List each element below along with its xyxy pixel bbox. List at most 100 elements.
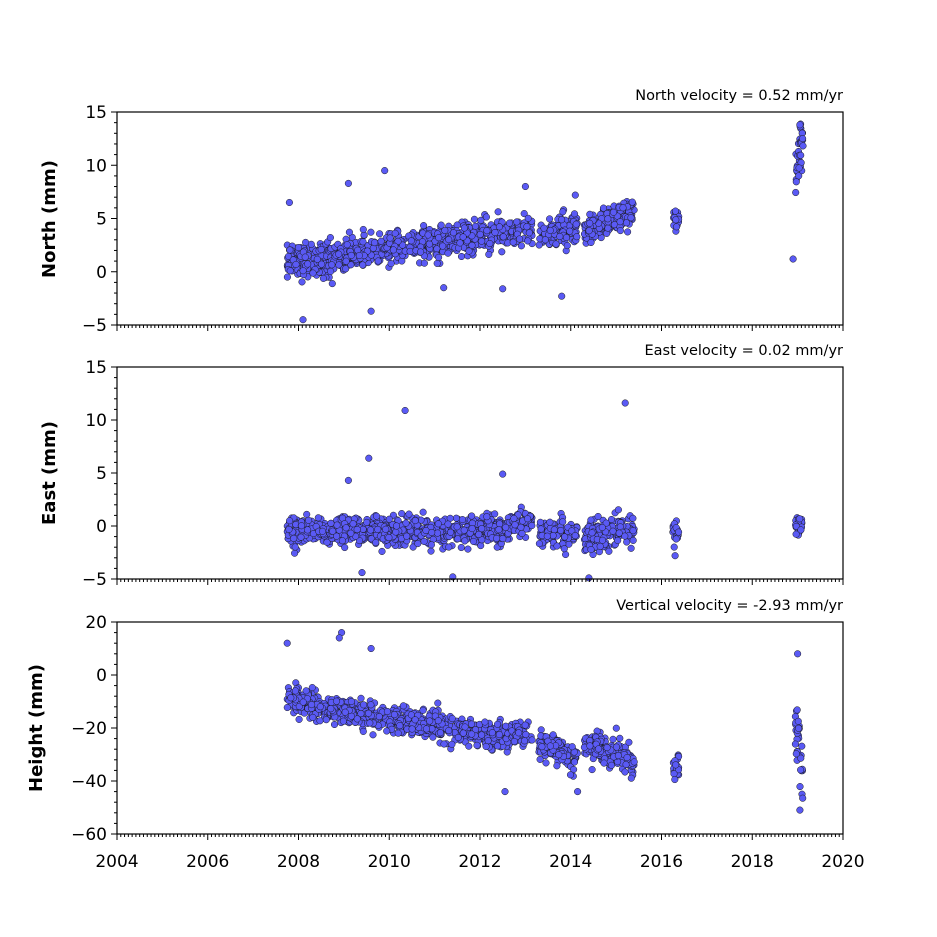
data-point (342, 524, 350, 532)
data-point (283, 273, 291, 281)
data-point (309, 713, 317, 721)
data-point (369, 731, 377, 739)
data-point (468, 512, 476, 520)
data-point (502, 722, 510, 730)
data-point (317, 245, 325, 254)
x-tick-label: 2006 (186, 852, 229, 872)
data-point (360, 701, 368, 709)
data-point (612, 724, 620, 732)
data-point (628, 198, 636, 206)
data-point (517, 242, 525, 250)
outlier-point (789, 255, 797, 263)
data-point (285, 525, 293, 533)
data-point (444, 520, 452, 528)
data-point (559, 208, 567, 216)
data-point (414, 540, 422, 548)
data-point (537, 726, 545, 734)
data-point (502, 523, 510, 531)
data-point (392, 528, 400, 536)
data-point (347, 261, 355, 269)
data-point (302, 238, 310, 246)
data-point (799, 135, 807, 143)
data-point (338, 537, 346, 545)
data-point (291, 549, 299, 557)
data-point (454, 535, 462, 543)
data-point (794, 717, 802, 725)
data-point (302, 687, 310, 695)
data-point (505, 219, 514, 227)
data-point (376, 230, 384, 238)
data-point (425, 240, 433, 248)
data-point (546, 742, 554, 750)
data-point (328, 261, 336, 269)
data-point (290, 534, 298, 542)
data-point (429, 733, 437, 741)
outlier-point (796, 121, 804, 129)
north-points (283, 120, 807, 324)
data-point (535, 540, 543, 548)
data-point (367, 526, 375, 534)
outlier-point (299, 316, 307, 324)
data-point (454, 733, 462, 742)
x-tick-label: 2012 (458, 852, 501, 872)
data-point (587, 238, 595, 247)
data-point (374, 257, 382, 265)
data-point (673, 223, 681, 231)
data-point (366, 719, 374, 727)
data-point (342, 265, 350, 273)
data-point (318, 527, 327, 535)
data-point (434, 717, 442, 725)
data-point (460, 224, 468, 232)
data-point (468, 720, 476, 728)
data-point (420, 222, 428, 230)
data-point (542, 759, 550, 767)
data-point (406, 247, 414, 255)
y-tick-label: −5 (82, 570, 107, 590)
data-point (473, 741, 481, 749)
data-point (341, 708, 349, 716)
outlier-point (499, 470, 507, 478)
data-point (298, 278, 306, 286)
data-point (382, 525, 390, 533)
data-point (594, 512, 602, 521)
data-point (371, 239, 379, 247)
data-point (375, 713, 383, 721)
data-point (795, 164, 803, 172)
data-point (672, 535, 680, 543)
data-point (436, 729, 444, 737)
data-point (313, 255, 321, 263)
data-point (792, 178, 800, 186)
data-point (563, 242, 571, 250)
data-point (491, 228, 499, 237)
y-tick-label: −20 (71, 719, 107, 739)
data-point (305, 516, 313, 524)
data-point (560, 545, 568, 553)
data-point (468, 525, 476, 533)
data-point (399, 702, 407, 710)
data-point (513, 218, 521, 226)
data-point (394, 237, 402, 245)
outlier-point (283, 639, 291, 647)
data-point (556, 232, 564, 241)
data-point (378, 547, 386, 555)
data-point (607, 761, 616, 769)
data-point (795, 724, 803, 732)
data-point (624, 228, 632, 236)
data-point (524, 237, 532, 245)
outlier-point (401, 406, 409, 415)
outlier-point (501, 788, 509, 796)
y-tick-label: 5 (96, 210, 107, 230)
data-point (796, 515, 804, 523)
data-point (286, 267, 294, 275)
data-point (411, 517, 419, 525)
data-point (459, 233, 467, 241)
data-point (566, 771, 575, 779)
data-point (287, 694, 295, 702)
data-point (475, 530, 483, 538)
data-point (587, 546, 595, 554)
data-point (476, 230, 484, 238)
data-point (357, 694, 365, 702)
data-point (570, 758, 579, 766)
data-point (327, 267, 335, 275)
data-point (339, 717, 347, 725)
